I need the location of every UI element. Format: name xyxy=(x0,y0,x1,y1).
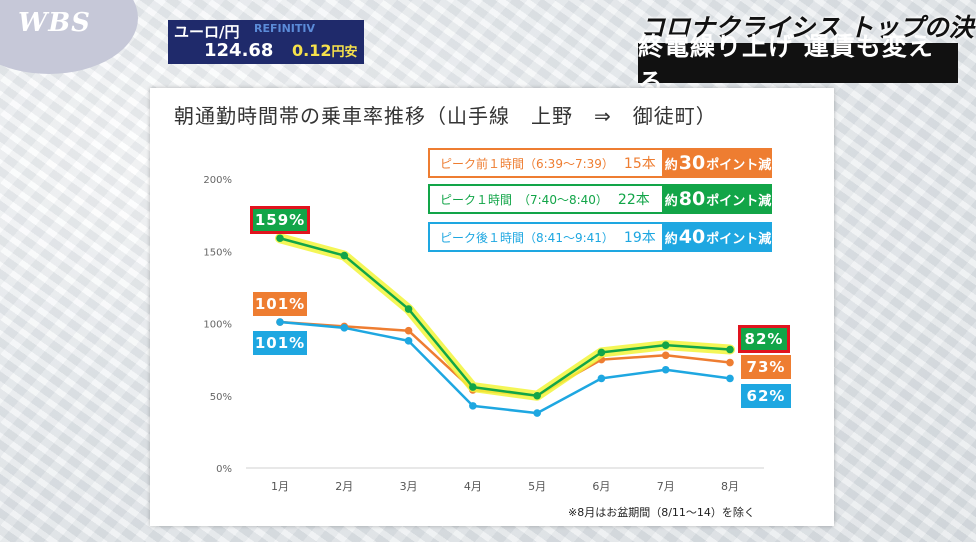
legend-series-2: ピーク後１時間（8:41〜9:41） 19本 約 40 ポイント減 xyxy=(428,222,772,252)
series-0-point xyxy=(533,391,541,400)
series-2-point xyxy=(533,409,541,417)
series-2-point xyxy=(661,365,670,374)
wbs-logo-text: WBS xyxy=(18,8,91,38)
series-0-point xyxy=(340,322,349,331)
label-series-2-start: 101% xyxy=(253,331,307,355)
chart-footnote: ※8月はお盆期間（8/11〜14）を除く xyxy=(568,506,755,519)
series-1-point xyxy=(661,341,670,349)
x-tick-label: 3月 xyxy=(400,480,418,493)
series-2-point xyxy=(340,324,349,332)
y-tick-label: 0% xyxy=(216,464,232,475)
ticker-change: 0.12円安 xyxy=(292,41,358,60)
series-1-point xyxy=(597,348,606,357)
ticker-brand: REFINITIV xyxy=(254,22,315,35)
label-series-0-start: 101% xyxy=(253,292,307,316)
x-tick-label: 6月 xyxy=(592,480,610,493)
label-series-1-end: 82% xyxy=(738,325,790,353)
x-tick-label: 1月 xyxy=(271,480,289,493)
series-2-point xyxy=(276,318,284,326)
label-series-1-start: 159% xyxy=(250,206,310,234)
currency-ticker: ユーロ/円 REFINITIV 124.68 0.12円安 xyxy=(168,20,364,64)
y-tick-label: 200% xyxy=(203,175,232,186)
legend-series-0: ピーク前１時間（6:39〜7:39） 15本 約 30 ポイント減 xyxy=(428,148,772,178)
series-2-line xyxy=(279,320,731,415)
x-tick-label: 5月 xyxy=(528,480,546,493)
series-1-point xyxy=(276,234,284,243)
series-0-line xyxy=(279,320,731,397)
legend-series-1-reduction: 約 80 ポイント減 xyxy=(664,184,772,214)
y-tick-label: 100% xyxy=(203,320,232,331)
ticker-price: 124.68 xyxy=(204,40,274,61)
chart-title: 朝通勤時間帯の乗車率推移（山手線 上野 ⇒ 御徒町） xyxy=(174,104,717,128)
series-0-point xyxy=(469,386,477,394)
legend-series-1: ピーク１時間 （7:40〜8:40） 22本 約 80 ポイント減 xyxy=(428,184,772,214)
ticker-label: ユーロ/円 xyxy=(174,23,240,41)
series-0-point xyxy=(726,358,734,367)
label-series-2-end: 62% xyxy=(741,384,791,408)
x-tick-label: 7月 xyxy=(657,480,675,493)
series-1-point xyxy=(469,383,477,391)
legend-series-1-trains: 22本 xyxy=(617,192,650,208)
series-2-point xyxy=(404,337,413,345)
series-1-point xyxy=(340,251,349,260)
series-0-point xyxy=(276,318,284,326)
series-1-highlight-glow xyxy=(275,233,735,401)
series-1-line xyxy=(279,237,731,397)
label-series-0-end: 73% xyxy=(741,355,791,379)
legend-series-1-name: ピーク１時間 （7:40〜8:40） xyxy=(440,192,608,207)
series-1-point xyxy=(533,391,541,400)
legend-series-2-reduction: 約 40 ポイント減 xyxy=(664,222,772,252)
legend-series-0-trains: 15本 xyxy=(623,156,656,172)
series-0-point xyxy=(661,351,670,360)
series-2-point xyxy=(469,402,477,410)
x-tick-label: 8月 xyxy=(721,480,739,493)
y-tick-label: 50% xyxy=(210,392,232,403)
series-0-point xyxy=(597,355,606,364)
series-1-point xyxy=(726,345,734,354)
series-2-point xyxy=(726,374,734,383)
chart-panel: 朝通勤時間帯の乗車率推移（山手線 上野 ⇒ 御徒町） ピーク前１時間（6:39〜… xyxy=(150,88,834,526)
series-0-point xyxy=(404,326,413,335)
headline-bar: 終電繰り上げ 運賃も変える xyxy=(638,32,958,97)
series-1-point xyxy=(404,305,413,313)
legend-series-2-trains: 19本 xyxy=(623,230,656,246)
x-tick-label: 4月 xyxy=(464,480,482,493)
x-tick-label: 2月 xyxy=(335,480,353,493)
legend-series-0-reduction: 約 30 ポイント減 xyxy=(664,148,772,178)
series-2-point xyxy=(597,374,606,383)
legend-series-2-name: ピーク後１時間（8:41〜9:41） xyxy=(440,230,614,245)
legend-series-0-name: ピーク前１時間（6:39〜7:39） xyxy=(440,156,614,171)
y-tick-label: 150% xyxy=(203,247,232,258)
